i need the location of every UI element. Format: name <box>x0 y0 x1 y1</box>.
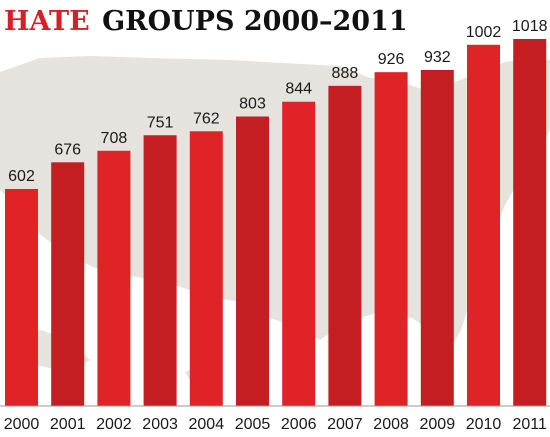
value-labels: 602 676 708 751 762 803 844 888 926 932 1002 1018 <box>8 18 547 185</box>
value-label-2011: 1018 <box>512 18 548 35</box>
chart-title: HATE GROUPS 2000–2011 <box>4 6 408 37</box>
x-tick-2008: 2008 <box>373 416 409 433</box>
value-label-2001: 676 <box>54 141 81 158</box>
bar-2010 <box>467 44 500 406</box>
x-tick-labels: 2000 2001 2002 2003 2004 2005 2006 2007 2008 2009… <box>4 416 547 433</box>
bar-2006 <box>282 101 316 406</box>
x-tick-2003: 2003 <box>142 416 178 433</box>
bar-2011 <box>513 39 547 406</box>
x-tick-2002: 2002 <box>96 416 132 433</box>
chart-title-rest: GROUPS 2000–2011 <box>102 6 408 37</box>
bar-2002 <box>97 150 131 406</box>
value-label-2003: 751 <box>147 114 174 131</box>
x-tick-2010: 2010 <box>466 416 502 433</box>
bar-2005 <box>236 116 269 406</box>
bar-2001 <box>51 162 85 406</box>
x-tick-2006: 2006 <box>281 416 317 433</box>
x-tick-2005: 2005 <box>235 416 271 433</box>
value-label-2007: 888 <box>332 65 359 82</box>
bar-2004 <box>189 131 223 406</box>
map-mainland <box>0 56 550 352</box>
value-label-2008: 926 <box>378 51 405 68</box>
bar-2000 <box>5 188 38 406</box>
value-label-2005: 803 <box>239 96 266 113</box>
chart-title-accent: HATE <box>4 6 90 37</box>
value-label-2009: 932 <box>424 49 451 66</box>
x-tick-2009: 2009 <box>420 416 456 433</box>
x-tick-2011: 2011 <box>512 416 547 433</box>
x-tick-2000: 2000 <box>4 416 40 433</box>
x-tick-2001: 2001 <box>50 416 86 433</box>
value-label-2000: 602 <box>8 168 35 185</box>
x-tick-2004: 2004 <box>189 416 225 433</box>
bar-2008 <box>374 72 408 406</box>
value-label-2010: 1002 <box>466 24 502 41</box>
x-tick-2007: 2007 <box>327 416 363 433</box>
value-label-2002: 708 <box>101 130 128 147</box>
value-label-2006: 844 <box>285 81 312 98</box>
bar-2009 <box>420 70 454 406</box>
bar-2003 <box>143 135 177 406</box>
bar-2007 <box>328 85 362 407</box>
value-label-2004: 762 <box>193 110 220 127</box>
bars <box>5 39 547 407</box>
